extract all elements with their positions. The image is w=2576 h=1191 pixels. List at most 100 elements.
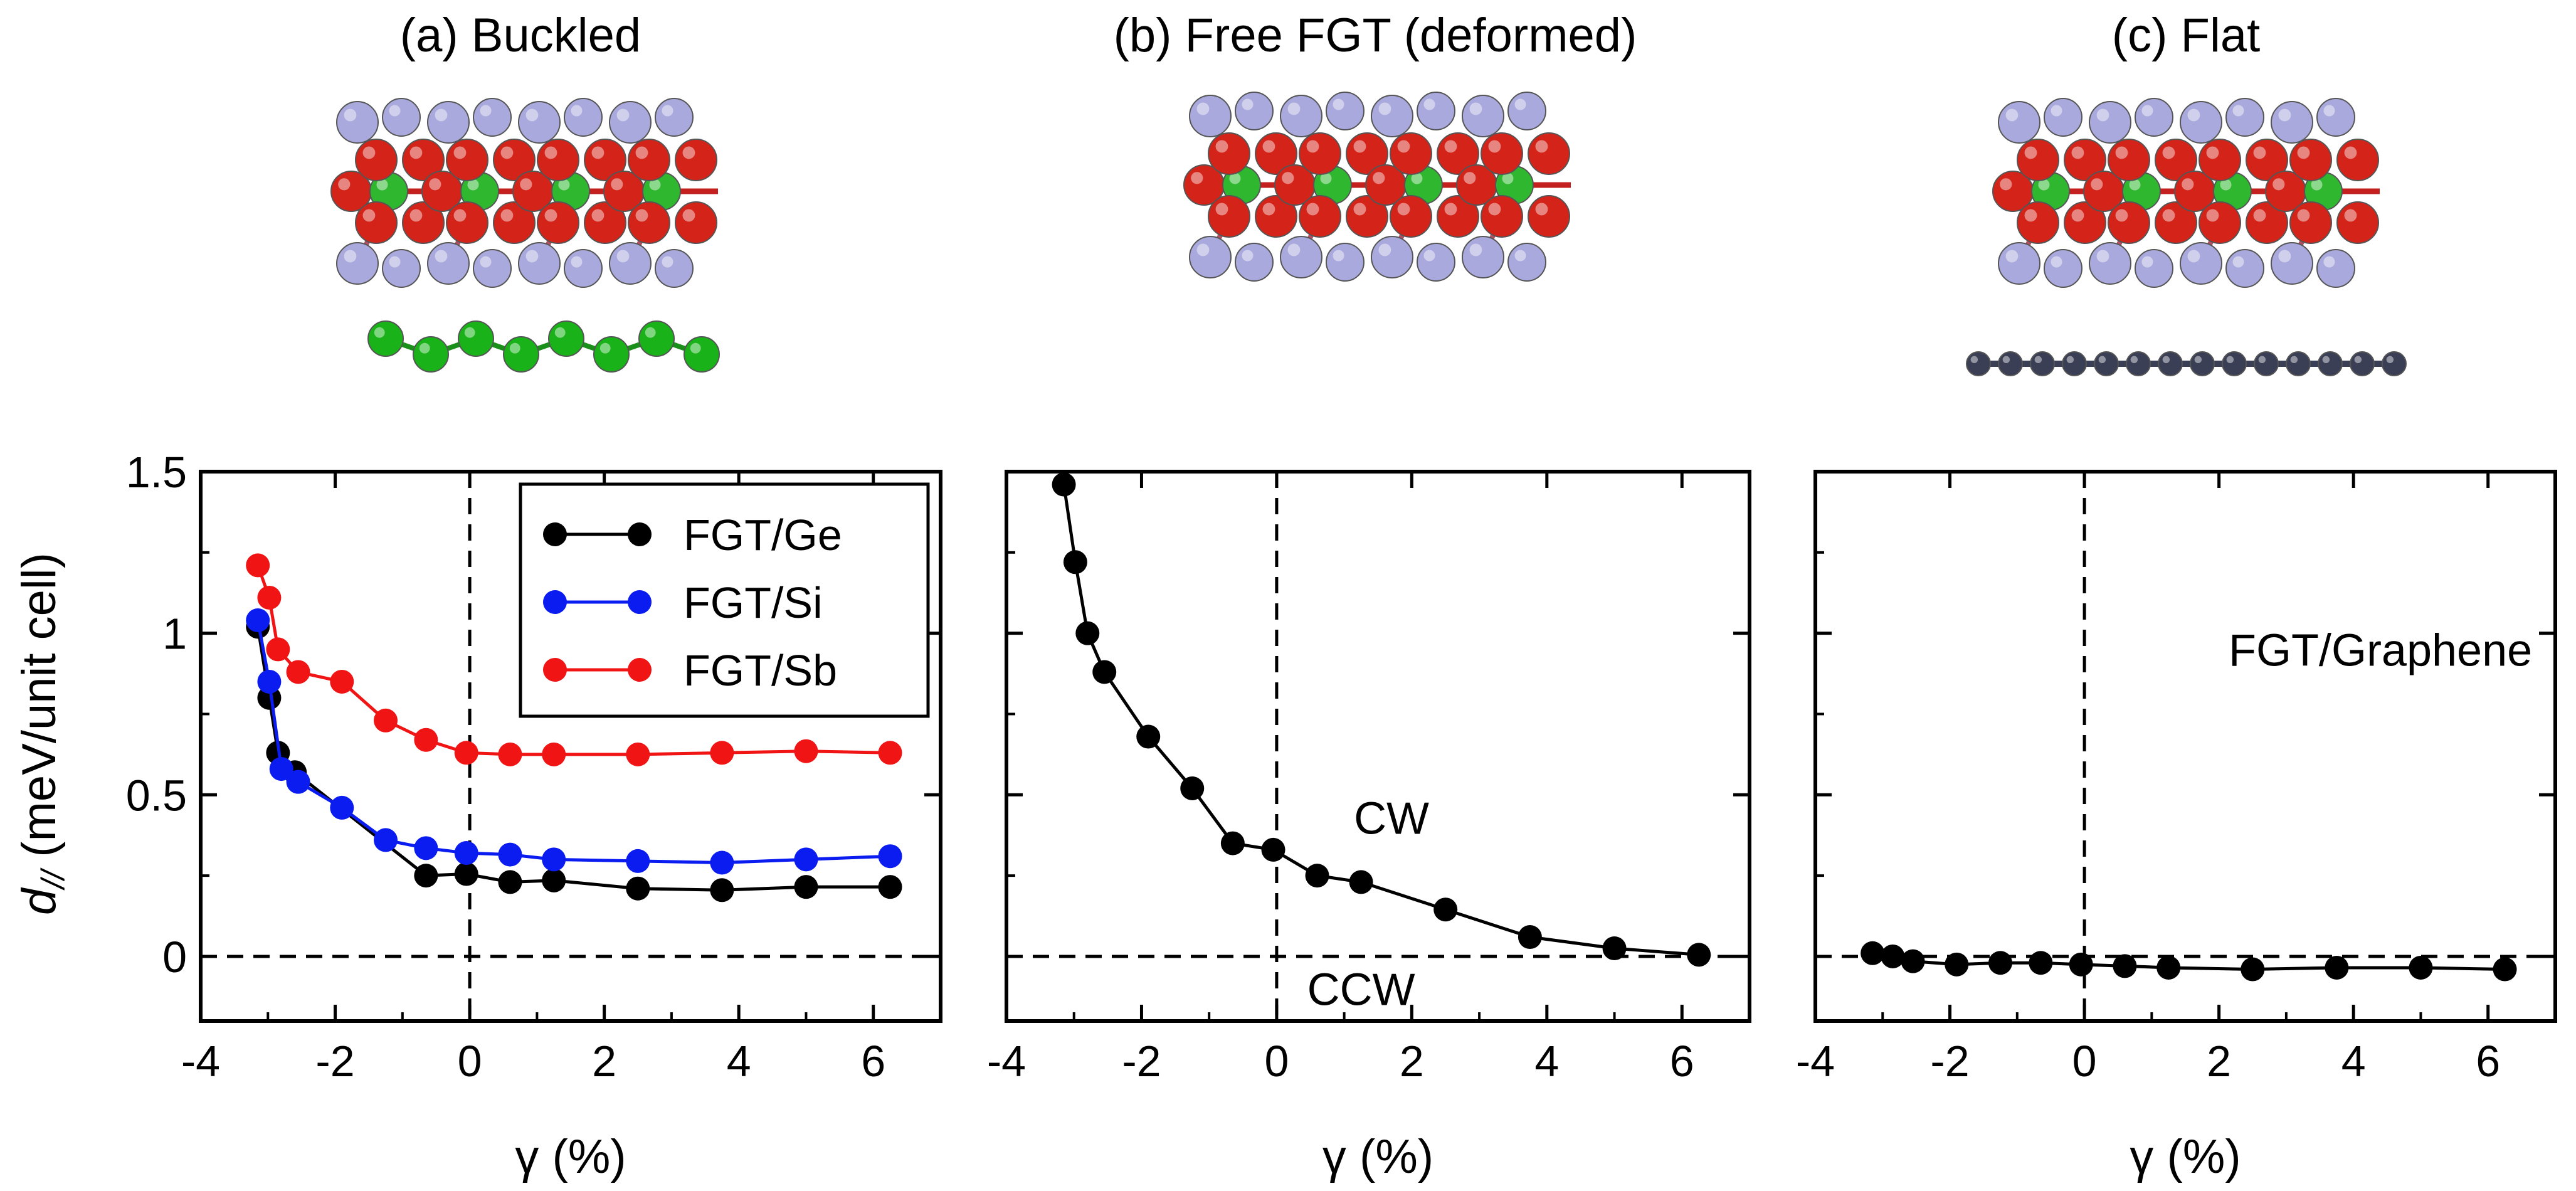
atom-highlight <box>525 250 539 263</box>
data-point <box>286 660 310 684</box>
data-point <box>878 875 902 899</box>
atom-highlight <box>2162 356 2170 364</box>
atom-highlight <box>1488 140 1501 153</box>
atom-highlight <box>1242 98 1254 110</box>
atom <box>1208 132 1250 175</box>
atom-highlight <box>544 209 557 222</box>
y-axis-label-rest: (meV/unit cell) <box>13 553 66 871</box>
atom <box>2382 351 2407 376</box>
atom-highlight <box>2278 250 2291 263</box>
legend-marker <box>628 522 652 546</box>
atom-highlight <box>2220 179 2232 191</box>
data-point <box>1433 897 1458 922</box>
atom-highlight <box>2130 356 2138 364</box>
atom <box>427 101 470 144</box>
atom <box>1299 132 1341 175</box>
atom <box>2044 249 2082 288</box>
atom-highlight <box>1514 250 1526 262</box>
atom-highlight <box>500 209 514 222</box>
data-point <box>414 864 438 888</box>
atom <box>2316 98 2355 137</box>
atom-highlight <box>362 209 376 222</box>
atom <box>2017 201 2059 244</box>
x-tick-label: -4 <box>181 1037 220 1086</box>
atom-highlight <box>464 327 475 338</box>
atom-highlight <box>1378 102 1391 115</box>
atom-highlight <box>635 209 648 222</box>
data-point <box>542 847 566 872</box>
data-point <box>1063 550 1087 574</box>
atom-highlight <box>2051 256 2062 268</box>
atom-highlight <box>409 146 423 159</box>
atom <box>2271 242 2313 285</box>
atom <box>1299 195 1341 238</box>
atom-highlight <box>2038 179 2050 191</box>
atom <box>382 98 421 137</box>
atom <box>2180 101 2222 144</box>
legend <box>519 482 930 718</box>
atom <box>2180 242 2222 285</box>
atom-highlight <box>2024 146 2037 159</box>
x-tick-label: -4 <box>987 1037 1026 1086</box>
atom-highlight <box>2141 105 2153 117</box>
atom <box>1235 243 1274 282</box>
atom-highlight <box>662 105 673 117</box>
atom <box>2271 101 2313 144</box>
atom-highlight <box>344 250 357 263</box>
atom <box>493 139 536 181</box>
data-point <box>246 553 270 578</box>
atom-highlight <box>374 327 385 338</box>
data-point <box>2029 951 2053 975</box>
atom-highlight <box>649 179 661 191</box>
y-axis-label-sub: // <box>35 867 71 890</box>
y-tick-label: 0 <box>162 933 187 982</box>
atom-highlight <box>389 256 401 268</box>
x-tick-label: -2 <box>1122 1037 1161 1086</box>
atom-highlight <box>500 146 514 159</box>
atom <box>2336 139 2379 181</box>
atom-highlight <box>544 146 557 159</box>
atom-highlight <box>558 179 570 191</box>
atom-highlight <box>662 256 673 268</box>
atom-highlight <box>616 250 630 263</box>
data-point <box>454 741 478 765</box>
atom-highlight <box>1306 140 1319 153</box>
atom-highlight <box>2162 209 2175 222</box>
atom-highlight <box>2051 105 2062 117</box>
atom-highlight <box>571 105 583 117</box>
atom-highlight <box>2024 209 2037 222</box>
data-point <box>1349 870 1373 894</box>
y-tick-label: 0.5 <box>126 771 187 820</box>
data-point <box>257 585 282 610</box>
atom-highlight <box>682 209 695 222</box>
series-line <box>1062 484 1699 956</box>
atom <box>1255 132 1297 175</box>
plot-frame <box>1005 470 1751 1023</box>
data-point <box>1180 776 1205 800</box>
atom-highlight <box>1196 243 1210 257</box>
data-point <box>542 868 566 892</box>
atom-highlight <box>2253 209 2266 222</box>
atom <box>675 139 717 181</box>
atom <box>1326 92 1365 130</box>
atom-highlight <box>1464 172 1476 184</box>
atom <box>593 336 630 373</box>
atom <box>1280 236 1322 278</box>
atom <box>1208 195 1250 238</box>
atom-highlight <box>1333 98 1344 110</box>
atom-highlight <box>599 342 611 354</box>
atom <box>2064 139 2106 181</box>
atom <box>336 242 379 285</box>
atom-highlight <box>509 342 520 354</box>
data-point <box>498 870 522 894</box>
data-point <box>269 757 293 781</box>
x-tick-label: 6 <box>1670 1037 1694 1086</box>
atom <box>564 249 603 288</box>
atom-highlight <box>2232 105 2244 117</box>
atom <box>2246 139 2288 181</box>
data-point <box>374 828 398 852</box>
atom <box>1481 195 1523 238</box>
x-tick-label: 6 <box>2476 1037 2500 1086</box>
atom <box>2155 201 2197 244</box>
